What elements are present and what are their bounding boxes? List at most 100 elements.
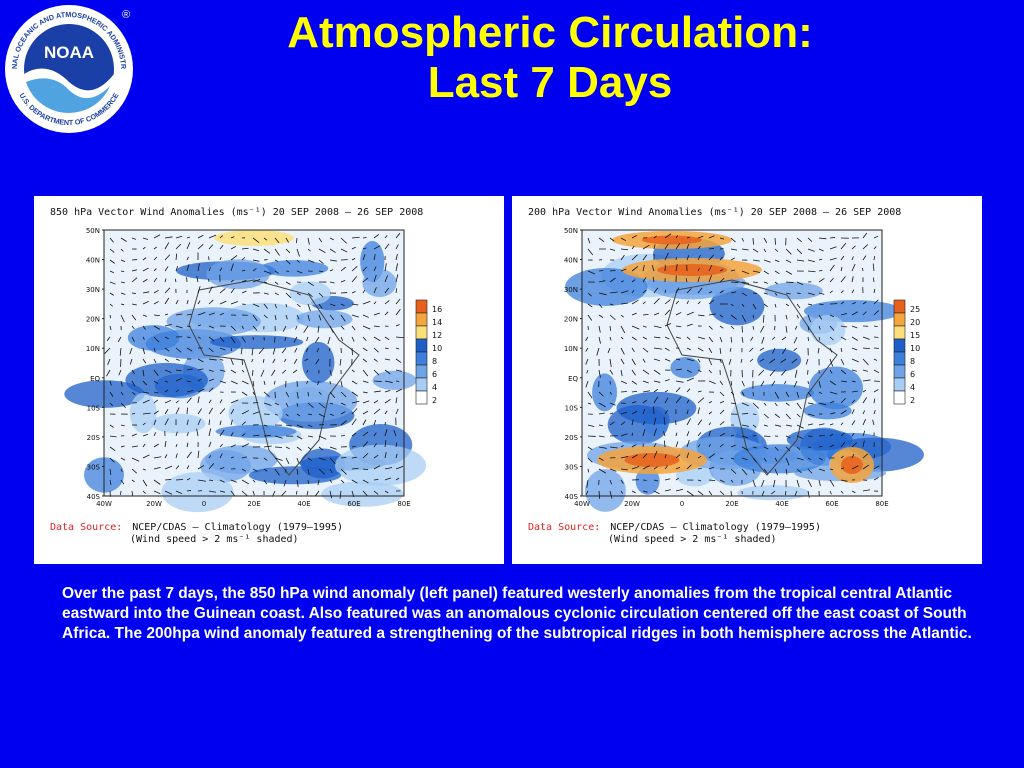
wind-arrow [373,369,380,376]
wind-arrow [306,380,309,384]
wind-arrow [664,347,670,352]
wind-arrow [241,410,250,415]
wind-arrow [642,244,650,250]
wind-arrow [175,253,178,261]
wind-arrow [840,312,848,316]
lon-tick-label: 20W [624,500,640,508]
wind-arrow [197,450,200,459]
wind-arrow [708,274,713,283]
wind-arrow [840,358,845,365]
wind-arrow [296,479,299,487]
wind-shade [129,392,157,434]
wind-arrow [296,402,299,407]
wind-arrow [208,455,212,459]
wind-arrow [620,433,628,437]
wind-arrow [631,266,639,272]
wind-arrow [131,457,140,462]
wind-arrow [774,413,780,419]
wind-arrow [829,246,837,250]
wind-arrow [164,389,169,393]
wind-arrow [686,323,693,327]
legend-swatch [893,325,906,340]
wind-arrow [741,457,748,461]
wind-arrow [851,453,855,459]
wind-arrow [395,336,404,339]
wind-arrow [585,358,589,365]
wind-arrow [142,267,149,272]
wind-arrow [274,237,280,244]
wind-shade-strong [841,456,863,474]
wind-arrow [791,358,798,364]
wind-arrow [142,278,148,283]
wind-arrow [362,380,369,383]
wind-arrow [730,402,737,405]
wind-arrow [851,420,856,426]
wind-arrow [373,301,377,305]
wind-arrow [153,301,159,305]
wind-arrow [708,254,714,261]
panel-title: 850 hPa Vector Wind Anomalies (ms⁻¹) 20 … [50,207,424,218]
wind-arrow [329,391,336,399]
wind-arrow [131,292,136,294]
wind-arrow [351,291,356,294]
wind-arrow [587,402,592,405]
lon-tick-label: 0 [680,500,684,508]
wind-arrow [131,369,135,375]
legend-swatch [893,312,906,327]
wind-arrow [587,303,593,308]
wind-arrow [829,237,836,239]
wind-shade [733,444,826,474]
wind-arrow [785,402,790,406]
wind-arrow [807,423,814,426]
wind-arrow [395,397,398,404]
wind-arrow [252,314,258,322]
wind-arrow [609,421,615,426]
legend-swatch [893,351,906,366]
wind-arrow [384,477,392,481]
wind-arrow [106,336,111,341]
wind-arrow [697,347,704,352]
wind-arrow [675,387,681,393]
wind-arrow [251,369,254,376]
wind-arrow [631,432,633,437]
wind-arrow [697,490,704,496]
wind-arrow [131,237,137,240]
wind-arrow [129,347,133,355]
wind-arrow [587,468,590,473]
wind-arrow [263,270,272,274]
wind-arrow [340,237,348,244]
wind-arrow [153,369,159,376]
wind-arrow [653,336,661,339]
wind-arrow [872,277,875,283]
wind-arrow [719,490,725,496]
wind-arrow [675,358,681,361]
wind-arrow [131,391,136,395]
wind-arrow [631,465,640,470]
lat-tick-label: 10N [86,345,100,353]
wind-arrow [329,325,334,333]
lat-tick-label: 40N [564,257,578,265]
wind-arrow [274,248,280,256]
wind-arrow [752,325,755,330]
wind-arrow [197,358,204,363]
wind-arrow [862,440,865,448]
wind-arrow [818,258,823,261]
wind-arrow [620,456,629,459]
wind-arrow [796,281,804,286]
wind-arrow [785,446,791,452]
lat-tick-label: 10N [564,345,578,353]
wind-arrow [752,413,757,415]
wind-arrow [631,347,635,353]
wind-arrow [587,391,593,399]
wind-shade [764,282,823,300]
wind-arrow [395,232,401,239]
wind-arrow [241,421,246,426]
wind-arrow [153,479,161,485]
wind-arrow [730,269,736,272]
wind-arrow [317,380,320,386]
wind-arrow [675,466,681,470]
wind-arrow [631,279,636,283]
wind-arrow [818,292,825,295]
wind-arrow [620,421,626,426]
wind-arrow [219,429,225,437]
